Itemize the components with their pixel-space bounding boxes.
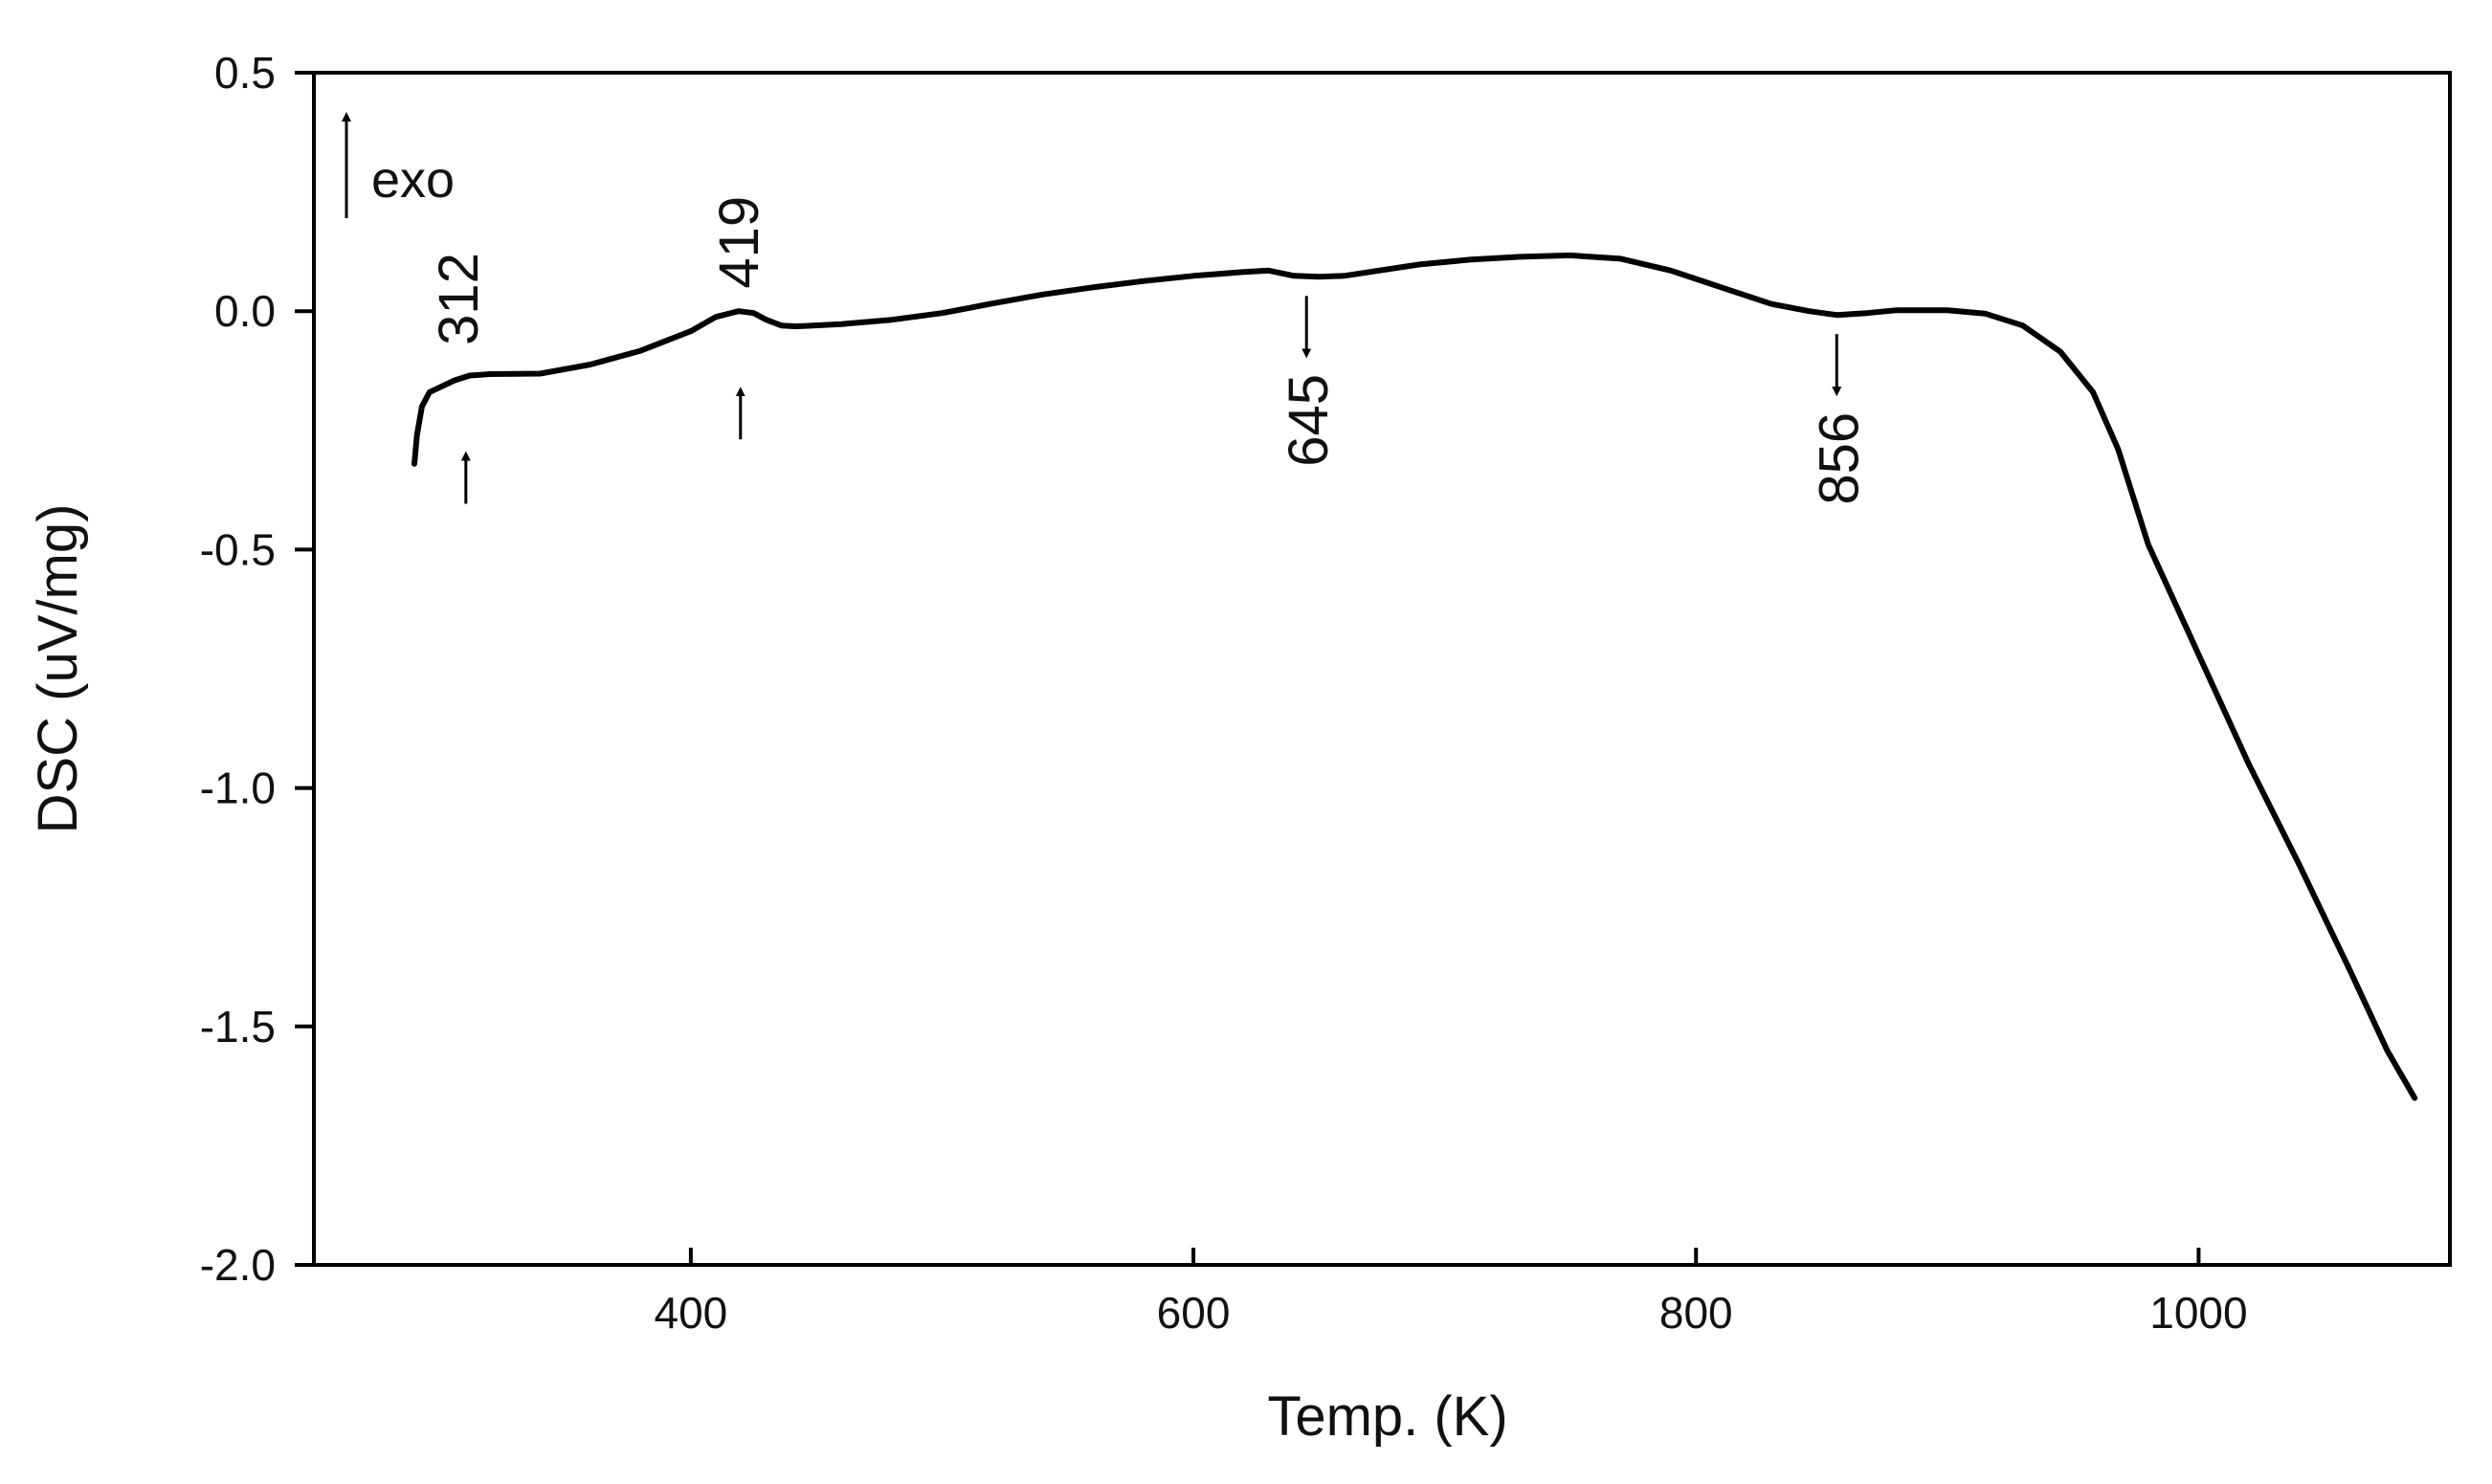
x-tick-label: 1000	[2149, 1288, 2247, 1338]
x-tick-label: 400	[655, 1288, 728, 1338]
peak-label: 419	[708, 196, 770, 289]
peak-label: 312	[428, 253, 490, 345]
x-axis-ticks: 400 600 800 1000	[655, 1248, 2248, 1338]
peak-label: 645	[1278, 374, 1340, 467]
x-tick-label: 600	[1157, 1288, 1231, 1338]
dsc-curve	[412, 252, 2418, 1101]
exo-label: exo	[371, 151, 455, 209]
y-axis-title: DSC (uV/mg)	[27, 504, 89, 834]
y-tick-label: -1.5	[200, 1002, 276, 1052]
y-tick-label: -2.0	[200, 1240, 276, 1290]
y-tick-label: -1.0	[200, 764, 276, 813]
peak-annotation-312: 312	[428, 253, 490, 504]
peak-annotation-419: 419	[708, 196, 770, 440]
x-axis-title: Temp. (K)	[1267, 1385, 1507, 1448]
y-tick-label: -0.5	[200, 524, 276, 574]
peak-annotation-645: 645	[1278, 296, 1340, 467]
y-tick-label: 0.5	[214, 48, 276, 98]
exo-indicator: exo	[342, 112, 455, 218]
x-tick-label: 800	[1659, 1288, 1733, 1338]
peak-label: 856	[1808, 412, 1870, 505]
peak-annotation-856: 856	[1808, 334, 1870, 505]
y-tick-label: 0.0	[214, 286, 276, 336]
peak-annotations: 312 419 645 856	[428, 196, 1870, 505]
plot-frame	[312, 71, 2452, 1267]
y-axis-ticks: 0.5 0.0 -0.5 -1.0 -1.5 -2.0	[200, 48, 314, 1290]
